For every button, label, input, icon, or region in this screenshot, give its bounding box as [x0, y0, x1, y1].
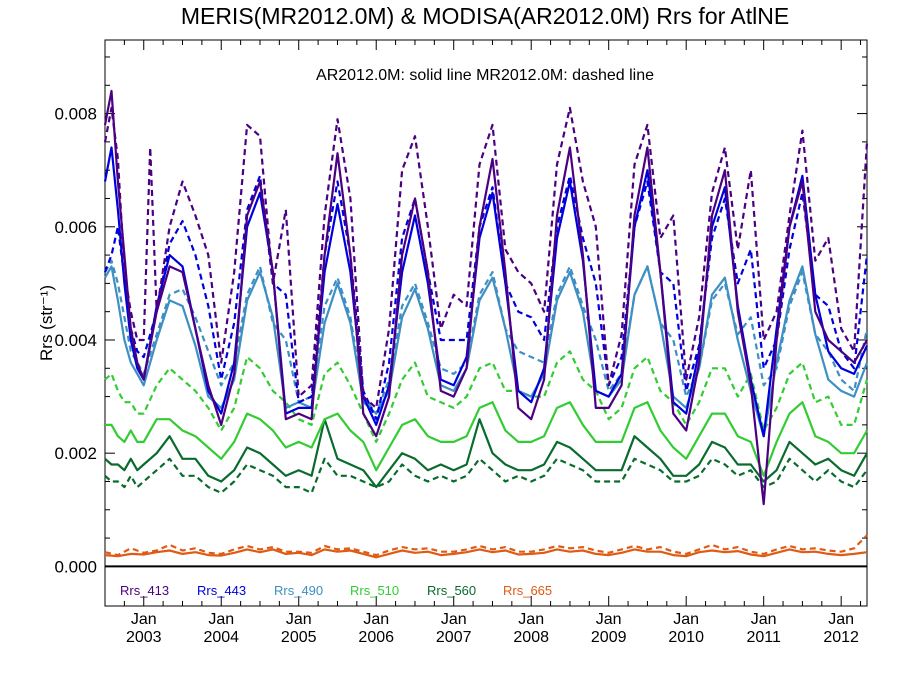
x-tick-month: Jan	[518, 611, 544, 628]
x-tick-month: Jan	[441, 611, 467, 628]
x-tick-month: Jan	[828, 611, 854, 628]
y-tick-label: 0.006	[54, 218, 97, 237]
plot-frame	[104, 39, 868, 607]
series-line-Rrs_413-mr2012-dashed	[103, 106, 869, 409]
x-tick-year: 2004	[203, 629, 239, 646]
legend-entry-Rrs_560: Rrs_560	[427, 583, 476, 598]
legend-entry-Rrs_443: Rrs_443	[197, 583, 246, 598]
y-tick-label: 0.004	[54, 331, 97, 350]
legend-entry-Rrs_413: Rrs_413	[120, 583, 169, 598]
legend-entry-Rrs_510: Rrs_510	[350, 583, 399, 598]
x-tick-month: Jan	[131, 611, 157, 628]
x-tick-month: Jan	[208, 611, 234, 628]
x-tick-month: Jan	[596, 611, 622, 628]
legend: Rrs_413 Rrs_443 Rrs_490 Rrs_510 Rrs_560 Rrs_6…	[120, 583, 552, 598]
x-tick-year: 2009	[591, 629, 627, 646]
x-tick-year: 2005	[281, 629, 317, 646]
x-tick-year: 2007	[436, 629, 472, 646]
x-tick-year: 2012	[823, 629, 859, 646]
x-tick-month: Jan	[751, 611, 777, 628]
series-line-Rrs_560-mr2012-dashed	[104, 457, 868, 494]
legend-entry-Rrs_665: Rrs_665	[503, 583, 552, 598]
x-tick-month: Jan	[363, 611, 389, 628]
chart-title: MERIS(MR2012.0M) & MODISA(AR2012.0M) Rrs…	[181, 3, 789, 29]
x-tick-year: 2008	[513, 629, 549, 646]
x-tick-year: 2011	[746, 629, 781, 646]
legend-entry-Rrs_490: Rrs_490	[274, 583, 323, 598]
axes: 0.0000.0020.0040.0060.008Jan2003Jan2004J…	[54, 40, 867, 646]
y-tick-label: 0.000	[54, 557, 97, 576]
series-line-Rrs_510-mr2012-dashed	[104, 350, 869, 443]
x-tick-month: Jan	[673, 611, 699, 628]
x-tick-year: 2003	[126, 629, 162, 646]
x-tick-year: 2006	[358, 629, 394, 646]
series-line-Rrs_665-mr2012-dashed	[104, 534, 868, 557]
y-tick-label: 0.008	[54, 105, 97, 124]
x-tick-year: 2010	[668, 629, 704, 646]
x-tick-month: Jan	[286, 611, 312, 628]
series-line-Rrs_560-ar2012-solid	[104, 418, 868, 489]
series-layer	[103, 89, 869, 559]
y-axis-label: Rrs (str⁻¹)	[37, 285, 56, 361]
series-line-Rrs_413-ar2012-solid	[103, 89, 868, 506]
series-line-Rrs_665-ar2012-solid	[104, 548, 868, 559]
y-tick-label: 0.002	[54, 444, 97, 463]
line-style-note: AR2012.0M: solid line MR2012.0M: dashed …	[316, 67, 654, 84]
series-line-Rrs_510-ar2012-solid	[105, 401, 868, 477]
